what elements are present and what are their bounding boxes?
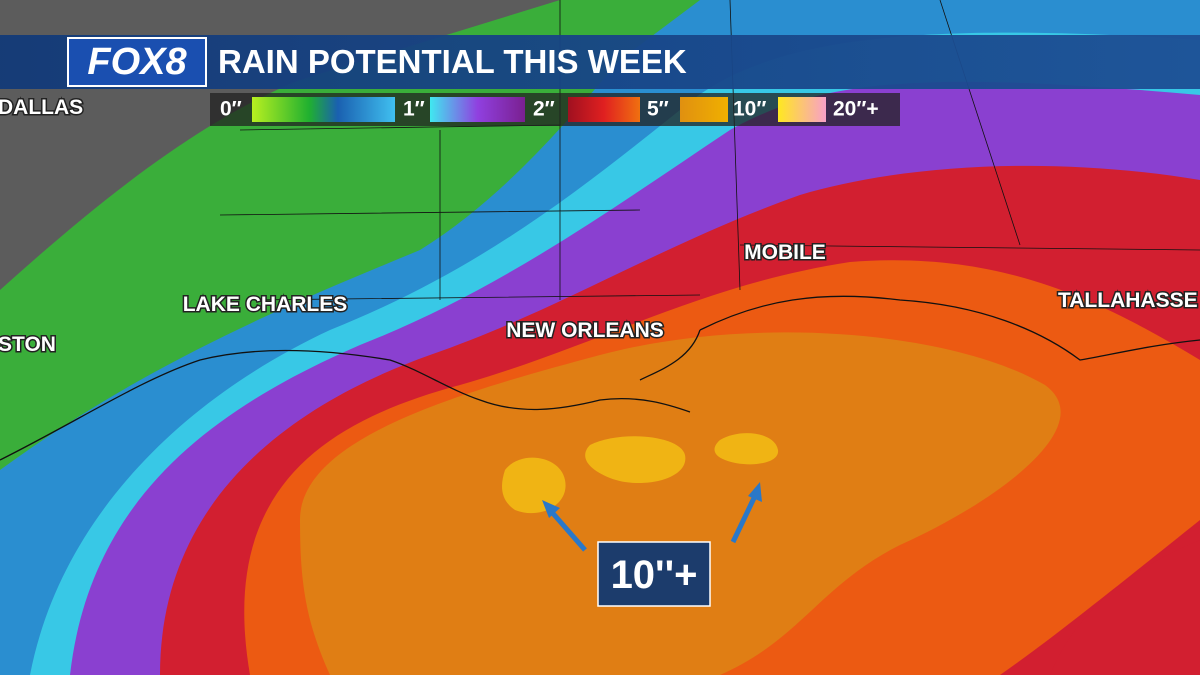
city-label: STON [0,333,56,356]
title: RAIN POTENTIAL THIS WEEK [218,43,687,80]
city-label: LAKE CHARLES [183,293,348,316]
legend-label: 5″ [647,98,669,121]
city-label: DALLAS [0,96,83,119]
city-labels: DALLAS LAKE CHARLES STON NEW ORLEANS MOB… [0,95,1199,358]
legend-label: 2″ [533,98,555,121]
callout: 10''+ [542,482,762,607]
legend-label: 10″ [733,98,766,121]
city-label: MOBILE [744,241,826,264]
legend: 0″ 1″ 2″ 5″ 10″ 20″+ [210,93,900,126]
callout-text: 10''+ [611,553,698,597]
legend-label: 0″ [220,98,242,121]
city-label: NEW ORLEANS [506,319,664,342]
header-bar: FOX8 RAIN POTENTIAL THIS WEEK [0,35,1200,89]
city-label: TALLAHASSE [1058,289,1198,312]
logo: FOX8 [87,41,187,83]
boundaries [0,0,1200,461]
legend-label: 1″ [403,98,425,121]
legend-label: 20″+ [833,98,879,121]
